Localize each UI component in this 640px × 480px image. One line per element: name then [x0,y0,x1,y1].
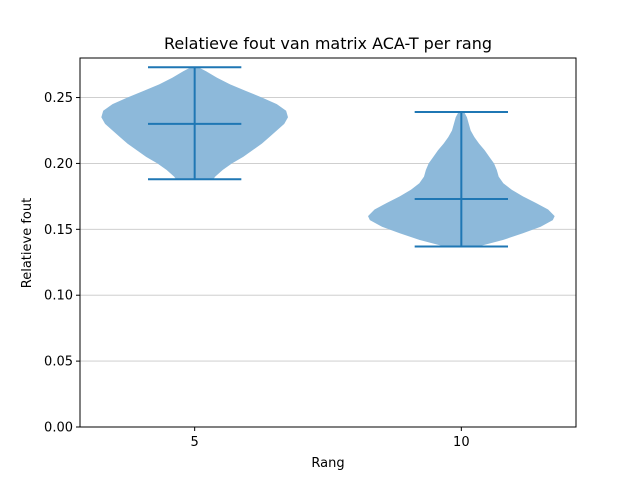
violin-stat-lines [148,66,508,248]
chart-title: Relatieve fout van matrix ACA-T per rang [164,34,492,53]
y-tick-label: 0.10 [44,289,73,304]
y-tick-label: 0.15 [44,223,73,238]
x-axis-ticks: 5 10 [191,427,470,450]
y-tick-label: 0.20 [44,157,73,172]
y-tick-label: 0.05 [44,355,73,370]
y-tick-label: 0.00 [44,421,73,436]
x-tick-label: 5 [191,435,199,450]
y-tick-label: 0.25 [44,91,73,106]
y-axis-label: Relatieve fout [20,198,35,288]
plot-frame [79,57,577,428]
x-axis-label: Rang [311,456,344,471]
y-axis-ticks: 0.00 0.05 0.10 0.15 0.20 0.25 [44,91,80,436]
x-tick-label: 10 [453,435,470,450]
